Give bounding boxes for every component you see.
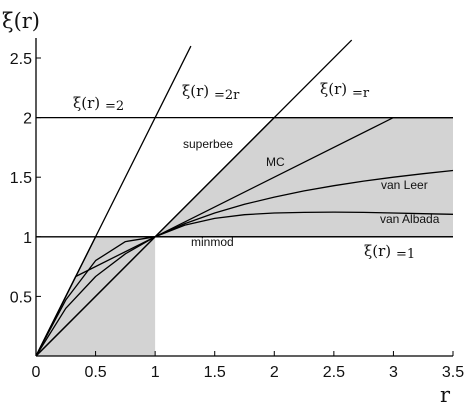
annotation-xi-r-main: ξ(r) <box>320 80 347 98</box>
y-tick-label: 0.5 <box>10 289 32 306</box>
series-line-van-leer <box>35 169 454 357</box>
annotation-xi-2r: ξ(r) =2r <box>182 82 240 103</box>
x-tick-label: 0 <box>32 364 41 381</box>
series-lines <box>35 116 454 357</box>
y-ticks: 0.5 1 1.5 2 2.5 <box>10 51 41 306</box>
axes <box>35 38 453 357</box>
x-tick-label: 2.5 <box>323 364 345 381</box>
y-axis-label: ξ(r) <box>2 9 40 33</box>
annotation-xi-r: ξ(r) =r <box>320 80 370 101</box>
series-label-mc: MC <box>266 155 285 169</box>
series-label-van-albada: van Albada <box>380 212 440 226</box>
annotation-xi-r-sub: =r <box>352 86 370 101</box>
annotation-xi-1-main: ξ(r) <box>364 242 391 260</box>
series-label-minmod: minmod <box>191 235 234 249</box>
series-label-superbee: superbee <box>183 137 233 151</box>
y-tick-label: 1 <box>23 230 32 247</box>
x-tick-label: 1.5 <box>204 364 226 381</box>
y-tick-label: 1.5 <box>10 170 32 187</box>
x-axis-label: r <box>440 383 451 407</box>
x-tick-label: 3.5 <box>442 364 464 381</box>
annotation-xi-2r-sub: =2r <box>214 88 240 103</box>
series-label-van-leer: van Leer <box>381 178 428 192</box>
annotation-xi-1-sub: =1 <box>396 247 415 262</box>
x-tick-label: 2 <box>270 364 279 381</box>
y-tick-label: 2 <box>23 111 32 128</box>
annotation-xi-2-main: ξ(r) <box>73 94 100 112</box>
series-line-van-albada <box>35 211 454 357</box>
x-tick-label: 0.5 <box>84 364 106 381</box>
annotation-xi-2r-main: ξ(r) <box>182 82 209 100</box>
x-tick-label: 3 <box>389 364 398 381</box>
x-tick-label: 1 <box>151 364 160 381</box>
x-ticks: 0 0.5 1 1.5 2 2.5 3 3.5 <box>32 351 464 381</box>
annotation-xi-1: ξ(r) =1 <box>364 242 415 262</box>
y-tick-label: 2.5 <box>10 51 32 68</box>
annotation-xi-2: ξ(r) =2 <box>73 94 124 114</box>
annotation-xi-2-sub: =2 <box>105 99 124 114</box>
series-line-minmod <box>35 236 453 357</box>
